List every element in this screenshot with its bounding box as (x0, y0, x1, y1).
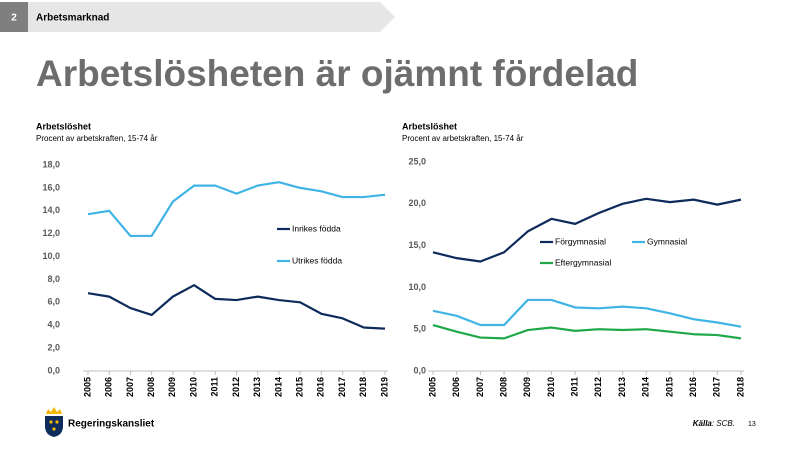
y-tick-label: 4,0 (47, 320, 60, 330)
line-series (87, 284, 386, 330)
y-tick-label: 20,0 (408, 198, 426, 208)
y-tick-label: 6,0 (47, 297, 60, 307)
x-tick-label: 2015 (664, 377, 674, 397)
logo-crown-dot (52, 427, 56, 431)
x-tick-label: 2015 (295, 377, 305, 397)
y-tick-label: 15,0 (408, 240, 426, 250)
chart-subtitle: Procent av arbetskraften, 15-74 år (402, 134, 524, 143)
x-tick-label: 2009 (522, 377, 532, 397)
x-tick-label: 2011 (210, 377, 220, 397)
x-tick-label: 2008 (498, 377, 508, 397)
y-tick-label: 2,0 (47, 342, 60, 352)
logo-crown-dot (49, 420, 53, 424)
chart-subtitle: Procent av arbetskraften, 15-74 år (36, 134, 158, 143)
x-tick-label: 2005 (82, 377, 92, 397)
chart-title: Arbetslöshet (36, 121, 91, 131)
y-tick-label: 8,0 (47, 274, 60, 284)
x-tick-label: 2012 (231, 377, 241, 397)
logo-crown-dot (55, 420, 59, 424)
line-series (87, 181, 386, 238)
source-label: Källa (693, 419, 713, 428)
source: Källa: SCB. (693, 419, 735, 428)
legend-label: Inrikes födda (292, 223, 341, 233)
y-tick-label: 0,0 (47, 365, 60, 375)
legend-label: Utrikes födda (292, 255, 342, 265)
x-tick-label: 2010 (546, 377, 556, 397)
y-tick-label: 5,0 (413, 324, 426, 334)
y-tick-label: 12,0 (42, 228, 60, 238)
logo (45, 407, 63, 437)
x-tick-label: 2016 (316, 377, 326, 397)
x-tick-label: 2011 (570, 377, 580, 397)
y-tick-label: 10,0 (42, 251, 60, 261)
x-tick-label: 2007 (125, 377, 135, 397)
x-tick-label: 2018 (735, 377, 745, 397)
x-tick-label: 2019 (379, 377, 389, 397)
x-tick-label: 2014 (641, 377, 651, 397)
chart-title: Arbetslöshet (402, 121, 457, 131)
section-number: 2 (11, 13, 17, 24)
x-tick-label: 2008 (146, 377, 156, 397)
x-tick-label: 2005 (427, 377, 437, 397)
page-number: 13 (748, 421, 756, 428)
legend-label: Förgymnasial (555, 236, 606, 246)
logo-crown (46, 407, 62, 414)
y-tick-label: 10,0 (408, 282, 426, 292)
line-series (432, 323, 742, 340)
x-tick-label: 2018 (358, 377, 368, 397)
line-series (432, 298, 742, 328)
x-tick-label: 2010 (188, 377, 198, 397)
x-tick-label: 2012 (593, 377, 603, 397)
x-tick-label: 2006 (104, 377, 114, 397)
line-series (432, 197, 742, 263)
x-tick-label: 2016 (688, 377, 698, 397)
legend-label: Gymnasial (647, 236, 687, 246)
x-tick-label: 2007 (475, 377, 485, 397)
x-tick-label: 2009 (167, 377, 177, 397)
y-tick-label: 16,0 (42, 182, 60, 192)
legend-label: Eftergymnasial (555, 257, 611, 267)
logo-text: Regeringskansliet (68, 419, 155, 430)
x-tick-label: 2006 (451, 377, 461, 397)
y-tick-label: 14,0 (42, 205, 60, 215)
slide-title: Arbetslösheten är ojämnt fördelad (36, 53, 638, 94)
section-banner (28, 2, 395, 32)
x-tick-label: 2013 (617, 377, 627, 397)
x-tick-label: 2013 (252, 377, 262, 397)
y-tick-label: 0,0 (413, 365, 426, 375)
section-title: Arbetsmarknad (36, 13, 109, 24)
logo-shield (45, 416, 63, 437)
section-box (0, 2, 28, 32)
x-tick-label: 2017 (337, 377, 347, 397)
y-tick-label: 25,0 (408, 156, 426, 166)
x-tick-label: 2017 (712, 377, 722, 397)
source-text: : SCB. (712, 419, 735, 428)
y-tick-label: 18,0 (42, 159, 60, 169)
x-tick-label: 2014 (273, 377, 283, 397)
